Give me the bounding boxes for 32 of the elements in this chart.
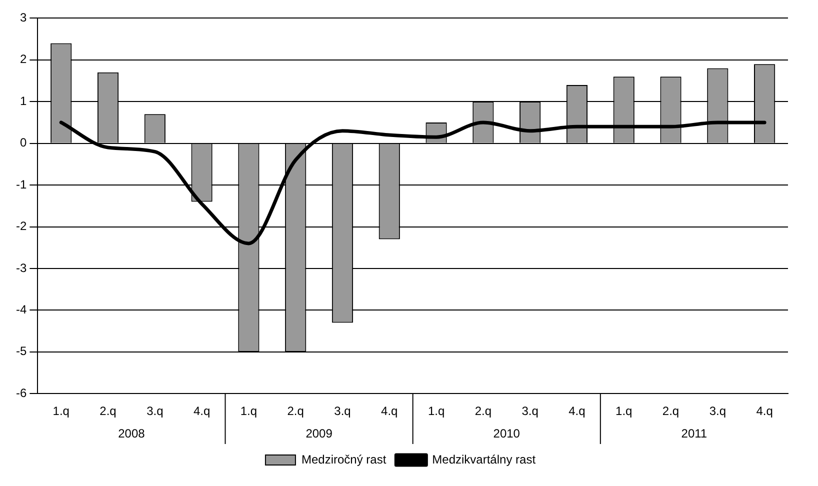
y-tick-label: 0 <box>20 136 27 150</box>
x-tick-label: 2.q <box>287 404 304 418</box>
x-tick-label: 2.q <box>474 404 492 418</box>
legend-label: Medziročný rast <box>301 452 387 466</box>
x-tick-label: 2.q <box>100 404 116 418</box>
x-tick-label: 3.q <box>334 404 351 418</box>
x-tick-label: 1.q <box>428 404 445 418</box>
x-tick-label: 1.q <box>240 404 258 418</box>
y-tick-label: 3 <box>20 10 27 25</box>
x-tick-label: 3.q <box>146 404 164 418</box>
text: 2009 <box>306 426 333 440</box>
y-tick-label: -5 <box>16 344 27 358</box>
x-tick-label: 1.q <box>52 404 70 418</box>
x-tick-label: 4.q <box>193 404 210 418</box>
text: 2011 <box>681 426 708 440</box>
y-tick-label: -4 <box>16 302 27 316</box>
y-tick-label: 1 <box>20 94 27 108</box>
y-tick-label: -6 <box>16 386 27 400</box>
text: 2010 <box>493 426 520 440</box>
x-tick-label: 3.q <box>522 404 538 418</box>
x-tick-label: 4.q <box>568 404 586 418</box>
y-tick-label: -2 <box>16 219 27 234</box>
x-tick-label: 1.q <box>616 404 632 418</box>
legend-label: Medzikvartálny rast <box>432 452 536 466</box>
y-tick-label: 2 <box>20 52 27 66</box>
x-tick-label: 3.q <box>709 404 726 418</box>
y-tick-label: -3 <box>16 260 27 275</box>
x-tick-label: 4.q <box>381 404 398 418</box>
x-tick-label: 2.q <box>662 404 680 418</box>
x-tick-label: 4.q <box>756 404 773 418</box>
y-tick-label: -1 <box>16 177 27 192</box>
text: 2008 <box>118 426 146 440</box>
